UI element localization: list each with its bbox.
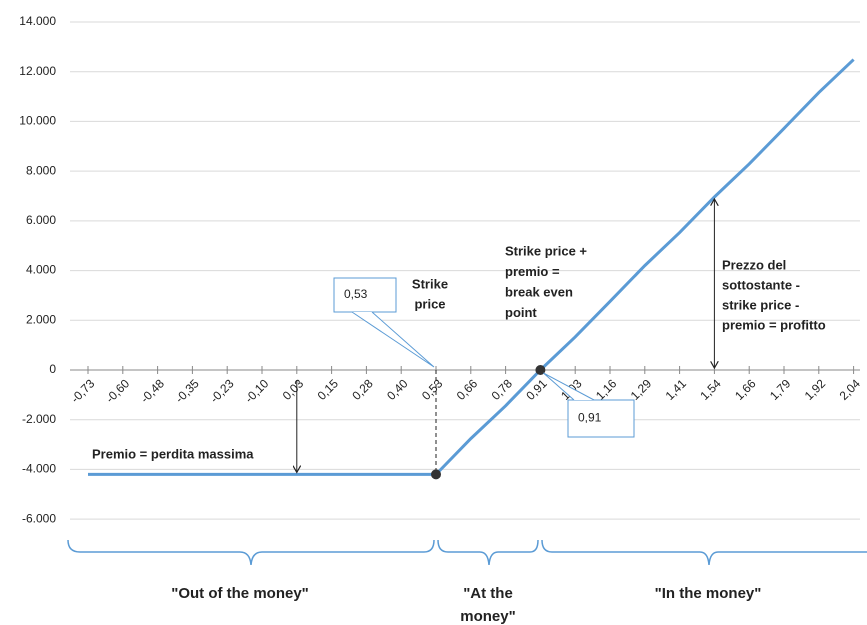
annotation: premio = profitto	[722, 317, 826, 332]
y-tick-label: 14.000	[19, 14, 56, 28]
annotation: sottostante -	[722, 277, 800, 292]
y-tick-label: 8.000	[26, 163, 56, 177]
key-point	[431, 469, 441, 480]
x-tick-label: 1,66	[732, 376, 759, 403]
x-tick-label: 0,28	[349, 376, 376, 403]
annotation: strike price -	[722, 297, 799, 312]
callout-tail	[351, 311, 435, 368]
x-tick-label: -0,10	[242, 376, 271, 405]
annotation: premio =	[505, 264, 560, 279]
y-tick-label: 4.000	[26, 263, 56, 277]
zone-label: "Out of the money"	[171, 585, 309, 602]
key-point	[535, 365, 546, 375]
x-tick-label: -0,73	[68, 376, 97, 405]
zone-label: money"	[460, 608, 515, 625]
callout-box	[567, 399, 635, 438]
y-tick-label: 0	[49, 362, 56, 376]
x-tick-label: 1,16	[593, 376, 620, 403]
x-tick-label: 0,53	[419, 376, 446, 403]
zone-label: "At the	[463, 585, 513, 602]
y-tick-label: 12.000	[19, 64, 56, 78]
x-tick-label: 1,29	[628, 376, 655, 403]
x-tick-label: 2,04	[837, 376, 864, 403]
annotation: Strike price +	[505, 243, 587, 258]
callout-label: 0,91	[578, 411, 602, 425]
zone-label: "In the money"	[655, 585, 762, 602]
x-tick-label: -0,35	[173, 376, 202, 405]
callout-box	[333, 277, 397, 313]
annotation: Strike	[412, 276, 448, 291]
x-tick-label: 0,15	[315, 376, 342, 403]
y-tick-label: -4.000	[22, 462, 56, 476]
x-tick-label: 0,03	[280, 376, 307, 403]
annotation: break even	[505, 284, 573, 299]
annotation: point	[505, 305, 537, 320]
y-tick-label: 10.000	[19, 114, 56, 128]
annotation: price	[414, 296, 445, 311]
x-tick-label: 1,41	[663, 376, 690, 403]
x-tick-label: 1,92	[802, 376, 829, 403]
y-tick-label: 2.000	[26, 312, 56, 326]
callout-tail	[543, 372, 595, 401]
x-tick-label: -0,23	[207, 376, 236, 405]
braces	[67, 539, 867, 566]
x-tick-label: 1,54	[697, 376, 724, 403]
callout-label: 0,53	[344, 287, 368, 301]
annotation: Prezzo del	[722, 257, 786, 272]
y-tick-label: -6.000	[22, 511, 56, 525]
x-tick-label: 0,66	[454, 376, 481, 403]
x-tick-label: 0,91	[523, 376, 550, 403]
annotation: Premio = perdita massima	[92, 446, 254, 461]
x-tick-label: 1,79	[767, 376, 794, 403]
payoff-line	[88, 58, 855, 476]
x-tick-label: -0,48	[138, 376, 167, 405]
x-tick-label: 0,40	[384, 376, 411, 403]
x-tick-label: -0,60	[103, 376, 132, 405]
y-tick-label: -2.000	[22, 412, 56, 426]
y-tick-label: 6.000	[26, 213, 56, 227]
